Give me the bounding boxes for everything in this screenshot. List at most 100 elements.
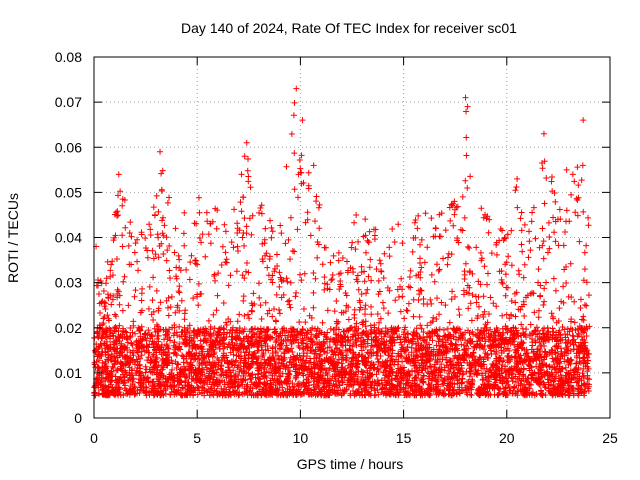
data-point	[405, 330, 412, 337]
data-point	[241, 360, 248, 367]
data-point	[195, 302, 202, 309]
data-point	[363, 327, 370, 334]
data-point	[212, 277, 219, 284]
data-point	[447, 358, 454, 365]
data-point	[375, 277, 382, 284]
data-point	[571, 178, 578, 185]
data-point	[109, 258, 116, 265]
data-point	[241, 215, 248, 222]
data-point	[436, 311, 443, 318]
data-point	[288, 390, 295, 397]
data-point	[518, 321, 525, 328]
data-point	[481, 263, 488, 270]
data-point	[138, 297, 145, 304]
data-point	[502, 345, 509, 352]
data-point	[413, 351, 420, 358]
data-point	[581, 249, 588, 256]
data-point	[149, 247, 156, 254]
data-point	[132, 287, 139, 294]
data-point	[377, 340, 384, 347]
data-point	[106, 346, 113, 353]
data-point	[524, 292, 531, 299]
data-point	[255, 280, 262, 287]
data-point	[585, 292, 592, 299]
data-point	[278, 230, 285, 237]
data-point	[426, 381, 433, 388]
data-point	[119, 232, 126, 239]
data-point	[335, 257, 342, 264]
data-point	[454, 203, 461, 210]
data-point	[427, 296, 434, 303]
data-point	[363, 249, 370, 256]
data-point	[583, 302, 590, 309]
data-point	[552, 365, 559, 372]
data-point	[436, 211, 443, 218]
data-point	[158, 186, 165, 193]
data-point	[416, 241, 423, 248]
data-point	[435, 267, 442, 274]
data-point	[417, 274, 424, 281]
data-point	[172, 358, 179, 365]
data-point	[533, 324, 540, 331]
data-point	[440, 255, 447, 262]
data-point	[287, 359, 294, 366]
data-point	[112, 211, 119, 218]
data-point	[485, 390, 492, 397]
data-point	[428, 215, 435, 222]
data-point	[238, 208, 245, 215]
data-point	[158, 240, 165, 247]
data-point	[493, 303, 500, 310]
data-point	[147, 232, 154, 239]
data-point	[530, 290, 537, 297]
data-point	[177, 346, 184, 353]
data-point	[454, 235, 461, 242]
data-point	[293, 289, 300, 296]
data-point	[192, 260, 199, 267]
data-point	[364, 286, 371, 293]
data-point	[234, 220, 241, 227]
data-point	[518, 241, 525, 248]
data-point	[328, 354, 335, 360]
data-point	[467, 300, 474, 307]
data-point	[114, 208, 121, 215]
data-point	[194, 383, 201, 390]
data-point	[568, 294, 575, 301]
data-point	[166, 242, 173, 249]
data-point	[328, 277, 335, 284]
data-point	[115, 212, 122, 219]
data-point	[230, 244, 237, 251]
data-point	[401, 315, 408, 322]
data-point	[376, 257, 383, 264]
data-point	[475, 278, 482, 285]
data-point	[194, 261, 201, 268]
data-point	[103, 275, 110, 282]
data-point	[436, 266, 443, 273]
data-point	[181, 316, 188, 323]
data-point	[480, 214, 487, 221]
data-point	[531, 309, 538, 316]
data-point	[297, 165, 304, 172]
data-point	[574, 333, 581, 340]
data-point	[376, 319, 383, 326]
data-point	[131, 293, 138, 300]
data-point	[218, 324, 225, 331]
data-point	[541, 298, 548, 305]
data-point	[563, 207, 570, 214]
data-point	[296, 271, 303, 278]
data-point	[324, 307, 331, 314]
data-point	[287, 279, 294, 286]
data-point	[550, 328, 557, 335]
data-point	[166, 267, 173, 274]
data-point	[412, 217, 419, 224]
data-point	[555, 242, 562, 249]
data-point	[199, 348, 206, 355]
data-point	[375, 358, 382, 365]
data-point	[580, 313, 587, 320]
data-point	[581, 266, 588, 273]
data-point	[241, 242, 248, 249]
data-point	[373, 333, 380, 340]
data-point	[254, 326, 261, 333]
data-point	[335, 249, 342, 256]
data-point	[449, 288, 456, 295]
data-point	[351, 219, 358, 226]
